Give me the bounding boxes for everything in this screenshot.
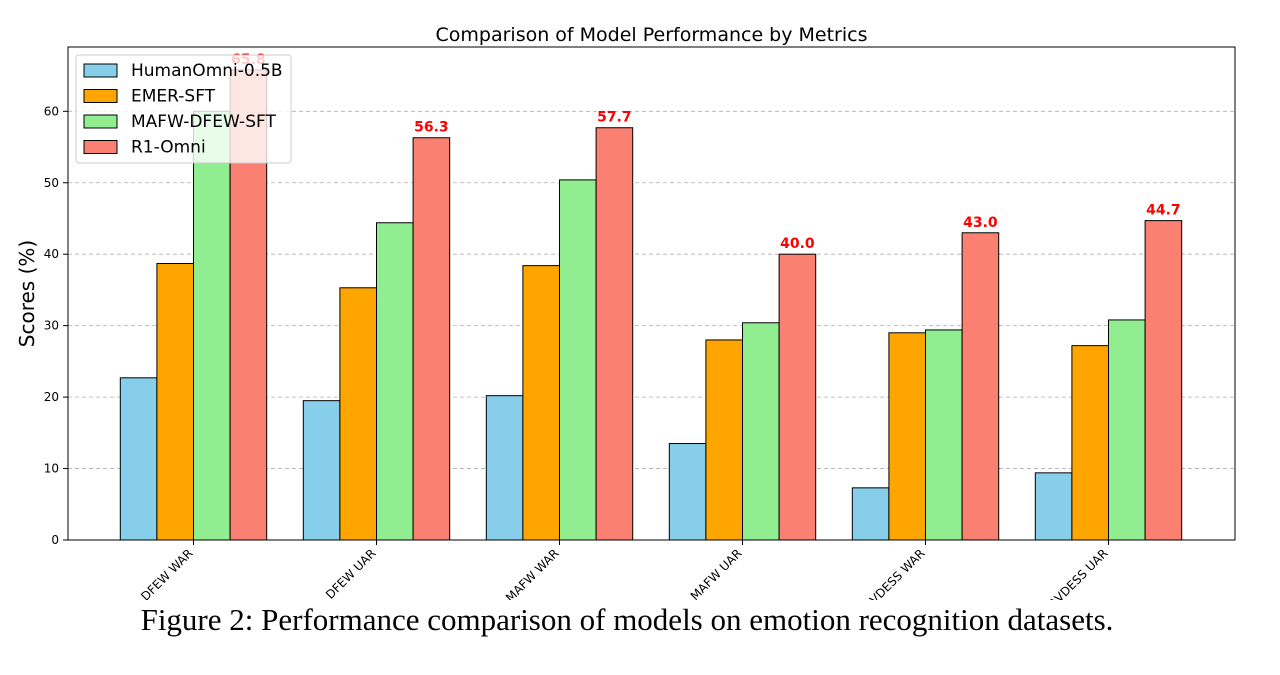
legend-swatch bbox=[83, 114, 118, 129]
bar bbox=[412, 137, 451, 541]
legend-label: MAFW-DFEW-SFT bbox=[131, 112, 276, 132]
x-tick-label: MAFW UAR bbox=[688, 546, 745, 600]
value-label: 57.7 bbox=[597, 110, 632, 126]
legend-swatch bbox=[83, 89, 118, 103]
bar bbox=[193, 110, 231, 541]
y-tick-label: 60 bbox=[44, 104, 59, 118]
bar bbox=[156, 262, 194, 541]
x-tick-label: RAVDESS WAR bbox=[856, 546, 928, 600]
y-tick-label: 20 bbox=[44, 390, 59, 404]
bar bbox=[1034, 472, 1073, 541]
bar bbox=[961, 232, 1000, 541]
legend-swatch bbox=[83, 63, 118, 78]
bar bbox=[1071, 345, 1110, 541]
legend-label: R1-Omni bbox=[131, 138, 206, 158]
value-label: 40.0 bbox=[780, 236, 815, 252]
bar bbox=[778, 253, 817, 541]
plot-frame bbox=[67, 46, 1236, 541]
y-tick-label: 40 bbox=[44, 247, 59, 261]
bar bbox=[925, 329, 963, 541]
bar bbox=[851, 487, 890, 541]
y-axis-label: Scores (%) bbox=[15, 240, 39, 347]
value-label: 56.3 bbox=[414, 120, 449, 136]
legend-swatch bbox=[83, 140, 118, 154]
y-tick-label: 30 bbox=[44, 319, 59, 333]
bar bbox=[559, 179, 597, 541]
bar bbox=[888, 332, 927, 541]
bar bbox=[1108, 319, 1146, 541]
bar bbox=[522, 265, 561, 541]
bar bbox=[742, 322, 780, 541]
bar bbox=[668, 443, 707, 541]
x-tick-label: DFEW WAR bbox=[138, 546, 195, 600]
bar bbox=[119, 377, 158, 541]
value-label: 44.7 bbox=[1146, 203, 1181, 219]
bar bbox=[705, 339, 744, 541]
x-tick-label: RAVDESS UAR bbox=[1041, 546, 1111, 600]
chart-title: Comparison of Model Performance by Metri… bbox=[436, 24, 868, 46]
x-tick-label: MAFW WAR bbox=[503, 546, 562, 600]
bar bbox=[302, 400, 341, 541]
bar bbox=[595, 127, 634, 541]
y-tick-label: 10 bbox=[44, 462, 59, 476]
bar bbox=[339, 287, 377, 541]
x-tick-label: DFEW UAR bbox=[323, 546, 379, 600]
figure-caption: Figure 2: Performance comparison of mode… bbox=[140, 602, 1114, 637]
legend-box bbox=[75, 54, 292, 164]
y-tick-label: 0 bbox=[51, 533, 59, 547]
legend-label: HumanOmni-0.5B bbox=[131, 61, 283, 81]
legend-label: EMER-SFT bbox=[131, 87, 216, 107]
bar bbox=[1144, 220, 1183, 541]
value-label: 43.0 bbox=[963, 215, 998, 231]
bar bbox=[485, 395, 524, 541]
y-tick-label: 50 bbox=[44, 176, 59, 190]
bar bbox=[376, 222, 414, 541]
bar-chart: 65.856.357.740.043.044.70102030405060DFE… bbox=[15, 24, 1236, 600]
